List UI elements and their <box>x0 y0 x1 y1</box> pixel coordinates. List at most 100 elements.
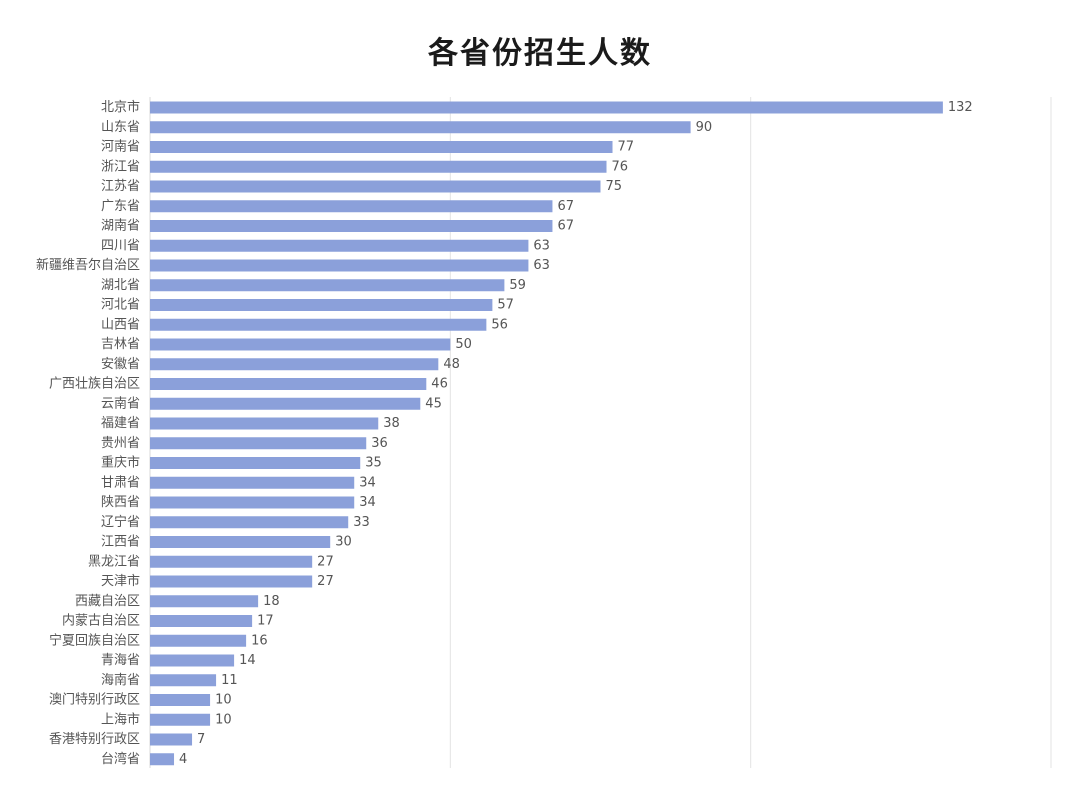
bar <box>150 121 691 134</box>
bar <box>150 634 247 647</box>
bar <box>150 220 553 232</box>
bar <box>150 496 355 509</box>
bar <box>150 180 601 193</box>
category-tick-label: 黑龙江省 <box>88 554 140 569</box>
data-label: 132 <box>948 100 973 115</box>
data-label: 75 <box>606 179 623 194</box>
category-tick-label: 河南省 <box>101 139 140 155</box>
category-tick-label: 浙江省 <box>101 159 140 174</box>
data-label: 67 <box>557 219 574 234</box>
category-tick-label: 海南省 <box>101 672 140 688</box>
category-tick-label: 陕西省 <box>101 495 140 510</box>
data-label: 67 <box>557 199 574 214</box>
category-tick-label: 辽宁省 <box>101 514 140 530</box>
data-label: 76 <box>612 159 629 174</box>
data-label: 16 <box>251 633 268 648</box>
category-tick-label: 湖北省 <box>101 278 140 293</box>
data-label: 63 <box>533 258 550 273</box>
category-tick-label: 贵州省 <box>101 436 140 451</box>
category-tick-label: 香港特别行政区 <box>49 732 140 747</box>
category-tick-label: 山东省 <box>101 120 140 135</box>
bar <box>150 753 175 766</box>
bar <box>150 160 607 173</box>
bar <box>150 318 487 331</box>
category-tick-label: 安徽省 <box>101 357 140 372</box>
data-label: 36 <box>371 436 388 451</box>
category-tick-label: 云南省 <box>101 395 140 411</box>
category-tick-label: 河北省 <box>101 298 140 313</box>
category-tick-label: 天津市 <box>101 573 140 589</box>
data-label: 35 <box>365 456 382 471</box>
bar <box>150 733 193 746</box>
data-label: 27 <box>317 554 334 569</box>
bar <box>150 239 529 252</box>
category-tick-label: 上海市 <box>101 711 140 727</box>
category-tick-label: 台湾省 <box>101 751 140 767</box>
data-label: 10 <box>215 712 232 727</box>
category-tick-label: 北京市 <box>101 99 140 115</box>
data-label: 14 <box>239 653 256 668</box>
bar <box>150 555 313 568</box>
data-label: 33 <box>353 515 370 530</box>
bar <box>150 595 259 608</box>
data-label: 57 <box>497 298 514 313</box>
bar <box>150 516 349 529</box>
bar <box>150 358 439 371</box>
category-tick-label: 宁夏回族自治区 <box>49 632 140 648</box>
bar <box>150 615 253 627</box>
data-label: 10 <box>215 693 232 708</box>
category-tick-label: 四川省 <box>101 238 140 253</box>
bar <box>150 713 211 726</box>
bar <box>150 338 451 351</box>
category-tick-label: 新疆维吾尔自治区 <box>36 257 140 273</box>
category-tick-label: 江西省 <box>101 535 140 550</box>
data-label: 7 <box>197 732 205 747</box>
data-label: 45 <box>425 396 442 411</box>
data-label: 48 <box>443 357 460 372</box>
category-tick-label: 青海省 <box>101 653 140 668</box>
data-label: 56 <box>491 317 508 332</box>
bar <box>150 457 361 469</box>
bar <box>150 299 493 311</box>
bar <box>150 378 427 390</box>
bar <box>150 694 211 706</box>
data-label: 63 <box>533 238 550 253</box>
data-label: 30 <box>335 535 352 550</box>
data-label: 4 <box>179 752 187 767</box>
category-tick-label: 甘肃省 <box>101 475 140 490</box>
bar <box>150 437 367 450</box>
data-label: 27 <box>317 574 334 589</box>
chart-title: 各省份招生人数 <box>428 36 652 71</box>
bar <box>150 141 613 153</box>
data-label: 46 <box>431 377 448 392</box>
category-tick-label: 内蒙古自治区 <box>62 613 140 629</box>
category-tick-label: 山西省 <box>101 317 140 332</box>
category-tick-label: 江苏省 <box>101 178 140 194</box>
category-tick-label: 湖南省 <box>101 218 140 234</box>
category-tick-label: 福建省 <box>101 416 140 431</box>
bar <box>150 575 313 588</box>
bar <box>150 397 421 410</box>
data-label: 17 <box>257 614 274 629</box>
data-label: 34 <box>359 475 376 490</box>
bar <box>150 200 553 213</box>
data-label: 50 <box>455 337 472 352</box>
data-label: 18 <box>263 594 280 609</box>
category-tick-label: 吉林省 <box>101 337 140 352</box>
category-tick-label: 重庆市 <box>101 455 140 471</box>
data-label: 59 <box>509 278 526 293</box>
category-tick-label: 广西壮族自治区 <box>49 376 140 392</box>
bar <box>150 259 529 272</box>
category-tick-label: 西藏自治区 <box>75 594 140 609</box>
data-label: 34 <box>359 495 376 510</box>
bar <box>150 476 355 489</box>
bar <box>150 674 217 687</box>
bar <box>150 536 331 548</box>
data-label: 38 <box>383 416 400 431</box>
bar <box>150 101 943 114</box>
bar <box>150 654 235 667</box>
data-label: 11 <box>221 673 238 688</box>
bar <box>150 279 505 292</box>
bar <box>150 417 379 430</box>
